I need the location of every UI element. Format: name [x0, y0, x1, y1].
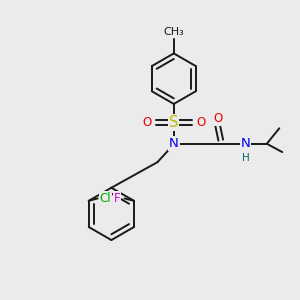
Text: N: N [241, 137, 250, 150]
Text: H: H [242, 153, 250, 163]
Text: F: F [114, 192, 120, 205]
Text: CH₃: CH₃ [164, 27, 184, 37]
Text: N: N [169, 137, 179, 150]
Text: O: O [142, 116, 152, 129]
Text: O: O [196, 116, 205, 129]
Text: O: O [213, 112, 222, 125]
Text: Cl: Cl [100, 192, 112, 205]
Text: S: S [169, 115, 178, 130]
